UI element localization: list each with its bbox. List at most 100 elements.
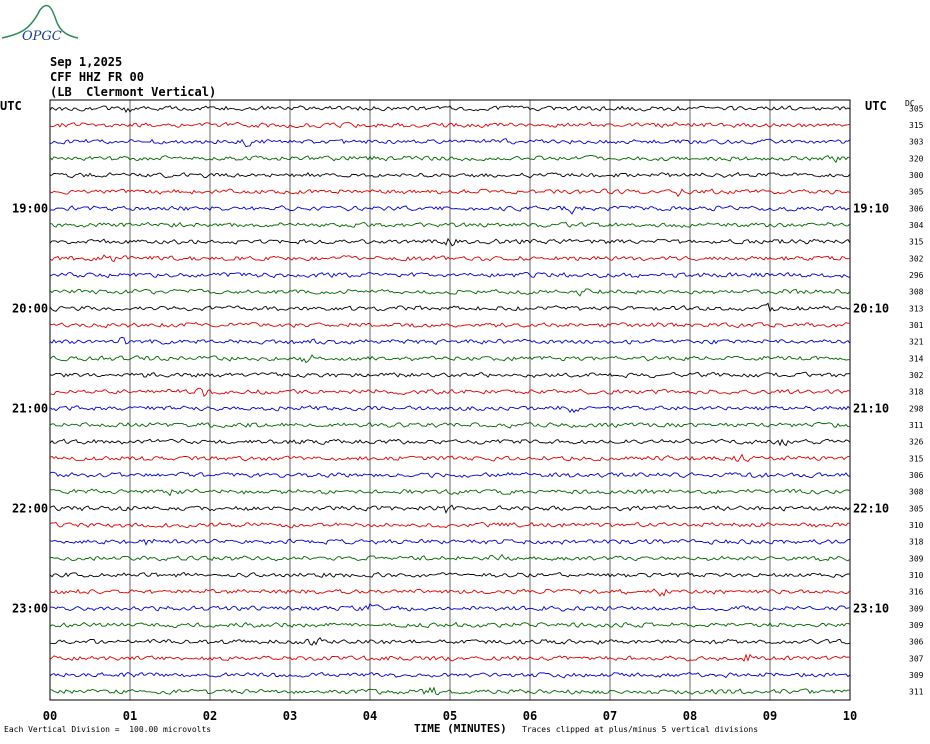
dc-offset-label: 303	[909, 138, 924, 147]
seismic-trace	[49, 321, 851, 329]
seismic-trace	[49, 302, 851, 313]
left-time-label: 21:00	[12, 401, 48, 415]
dc-offset-label: 315	[909, 454, 924, 463]
x-tick-label: 09	[763, 709, 777, 723]
seismic-trace	[49, 237, 851, 247]
dc-offset-label: 326	[909, 438, 924, 447]
dc-offset-label: 313	[909, 304, 924, 313]
seismic-trace	[49, 521, 851, 529]
dc-offset-label: 298	[909, 404, 924, 413]
seismic-trace	[49, 254, 851, 263]
right-utc-title: UTC	[865, 99, 887, 113]
dc-offset-label: 305	[909, 188, 924, 197]
x-tick-label: 06	[523, 709, 537, 723]
x-tick-label: 07	[603, 709, 617, 723]
seismic-trace	[49, 553, 851, 562]
dc-offset-label: 321	[909, 338, 924, 347]
seismic-trace	[49, 205, 851, 215]
seismic-trace	[49, 602, 851, 612]
dc-offset-label: 308	[909, 288, 924, 297]
seismic-trace	[49, 371, 851, 379]
seismic-trace	[49, 438, 851, 447]
dc-offset-label: 309	[909, 671, 924, 680]
seismic-trace	[49, 155, 851, 164]
seismic-trace	[49, 288, 851, 297]
left-utc-title: UTC	[0, 99, 22, 113]
dc-header: DC	[905, 99, 915, 108]
x-tick-label: 02	[203, 709, 217, 723]
seismic-trace	[49, 653, 851, 663]
seismic-trace	[49, 188, 851, 198]
right-time-label: 23:10	[853, 601, 889, 615]
right-time-label: 19:10	[853, 201, 889, 215]
left-time-label: 19:00	[12, 201, 48, 215]
dc-offset-label: 314	[909, 354, 924, 363]
seismic-trace	[49, 421, 851, 429]
seismic-trace	[49, 336, 851, 345]
dc-offset-label: 318	[909, 388, 924, 397]
seismic-trace	[49, 571, 850, 578]
right-time-label: 20:10	[853, 301, 889, 315]
location-label: (LB Clermont Vertical)	[50, 85, 217, 99]
x-tick-label: 10	[843, 709, 857, 723]
seismic-trace	[49, 671, 851, 679]
dc-offset-label: 311	[909, 421, 924, 430]
seismic-trace	[49, 453, 851, 462]
dc-offset-label: 310	[909, 521, 924, 530]
left-time-label: 22:00	[12, 501, 48, 515]
x-axis-title: TIME (MINUTES)	[414, 722, 507, 735]
x-tick-label: 08	[683, 709, 697, 723]
x-tick-label: 05	[443, 709, 457, 723]
seismic-trace	[49, 636, 851, 646]
right-time-label: 21:10	[853, 401, 889, 415]
dc-offset-label: 315	[909, 238, 924, 247]
dc-offset-label: 308	[909, 488, 924, 497]
dc-offset-label: 305	[909, 504, 924, 513]
seismic-trace	[49, 221, 851, 229]
dc-offset-label: 306	[909, 204, 924, 213]
dc-offset-label: 320	[909, 154, 924, 163]
right-time-label: 22:10	[853, 501, 889, 515]
seismic-trace	[49, 588, 851, 597]
seismic-trace	[49, 105, 851, 113]
seismic-trace	[49, 538, 851, 546]
dc-offset-label: 311	[909, 688, 924, 697]
station-label: CFF HHZ FR 00	[50, 70, 144, 84]
dc-offset-label: 318	[909, 538, 924, 547]
x-tick-label: 00	[43, 709, 57, 723]
dc-offset-label: 306	[909, 471, 924, 480]
seismic-trace	[49, 686, 851, 696]
dc-offset-label: 304	[909, 221, 924, 230]
logo-text: OPGC	[22, 29, 62, 44]
seismic-trace	[49, 471, 851, 479]
dc-offset-label: 302	[909, 254, 924, 263]
dc-offset-label: 307	[909, 654, 924, 663]
left-time-label: 20:00	[12, 301, 48, 315]
seismic-trace	[49, 621, 851, 629]
seismic-trace	[49, 504, 851, 515]
x-tick-label: 03	[283, 709, 297, 723]
seismic-trace	[49, 405, 851, 414]
dc-offset-label: 306	[909, 638, 924, 647]
seismic-trace	[49, 171, 851, 179]
left-time-label: 23:00	[12, 601, 48, 615]
seismic-trace	[49, 138, 851, 148]
dc-offset-label: 309	[909, 554, 924, 563]
dc-offset-label: 309	[909, 621, 924, 630]
dc-offset-label: 300	[909, 171, 924, 180]
seismic-trace	[49, 121, 851, 129]
date-label: Sep 1,2025	[50, 55, 123, 69]
dc-offset-label: 301	[909, 321, 924, 330]
opgc-logo: OPGC	[1, 4, 79, 44]
dc-offset-label: 302	[909, 371, 924, 380]
dc-offset-label: 315	[909, 121, 924, 130]
scale-note: Each Vertical Division = 100.00 microvol…	[4, 725, 212, 734]
dc-offset-label: 305	[909, 104, 924, 113]
seismic-trace	[49, 271, 851, 279]
seismic-trace	[49, 354, 850, 364]
dc-offset-label: 316	[909, 588, 924, 597]
seismic-trace	[49, 488, 851, 497]
x-tick-label: 04	[363, 709, 377, 723]
clip-note: Traces clipped at plus/minus 5 vertical …	[522, 725, 759, 734]
